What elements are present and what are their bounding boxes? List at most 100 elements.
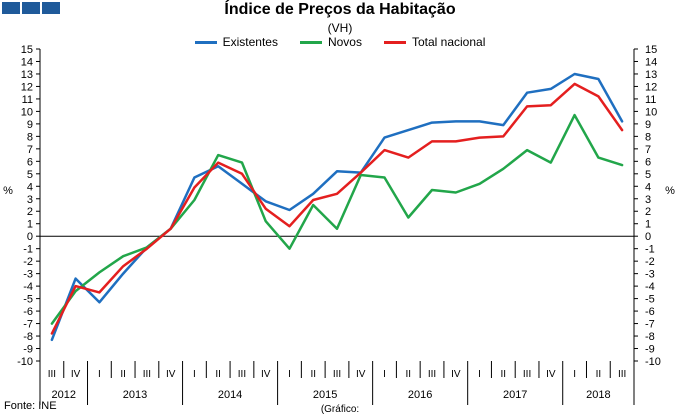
quarter-label: I (573, 369, 576, 380)
y-tick-label-right: 3 (645, 194, 651, 206)
quarter-label: III (333, 369, 341, 380)
y-tick-label-left: 4 (27, 181, 33, 193)
y-tick-label-right: 12 (645, 81, 657, 93)
y-tick-label-left: -10 (17, 356, 33, 368)
quarter-label: III (523, 369, 531, 380)
y-tick-label-left: 0 (27, 231, 33, 243)
quarter-label: II (596, 369, 602, 380)
year-label: 2015 (313, 389, 337, 401)
y-tick-label-right: -6 (645, 306, 655, 318)
year-label: 2018 (586, 389, 610, 401)
y-tick-label-right: -1 (645, 244, 655, 256)
y-tick-label-left: -2 (23, 256, 33, 268)
ine-logo (2, 2, 60, 14)
y-tick-label-left: 5 (27, 169, 33, 181)
source-note: Fonte: INE (4, 400, 57, 412)
y-tick-label-right: -4 (645, 281, 655, 293)
y-tick-label-right: 1 (645, 219, 651, 231)
logo-block (42, 2, 60, 14)
y-tick-label-right: 7 (645, 144, 651, 156)
quarter-label: I (193, 369, 196, 380)
legend-item-existentes: Existentes (194, 35, 278, 49)
y-tick-label-left: 14 (21, 56, 33, 68)
quarter-label: IV (356, 369, 366, 380)
y-axis-label-left: % (3, 185, 13, 197)
y-tick-label-right: 6 (645, 156, 651, 168)
legend-item-novos: Novos (299, 35, 362, 49)
y-tick-label-left: 2 (27, 206, 33, 218)
y-tick-label-right: 0 (645, 231, 651, 243)
y-tick-label-right: 15 (645, 44, 657, 56)
quarter-label: III (428, 369, 436, 380)
y-tick-label-right: -9 (645, 344, 655, 356)
y-tick-label-right: 10 (645, 106, 657, 118)
y-tick-label-left: -5 (23, 294, 33, 306)
quarter-label: I (383, 369, 386, 380)
logo-block (22, 2, 40, 14)
y-tick-label-left: 10 (21, 106, 33, 118)
y-tick-label-left: -3 (23, 269, 33, 281)
quarter-label: III (238, 369, 246, 380)
chart-caption: (Gráfico: (320, 404, 360, 415)
quarter-label: II (405, 369, 411, 380)
y-tick-label-left: 11 (22, 94, 33, 106)
y-tick-label-right: -8 (645, 331, 655, 343)
y-tick-label-left: 12 (21, 81, 33, 93)
quarter-label: I (288, 369, 291, 380)
chart-legend: Existentes Novos Total nacional (0, 35, 680, 49)
quarter-label: I (478, 369, 481, 380)
y-tick-label-left: -7 (23, 319, 33, 331)
chart-title: Índice de Preços da Habitação (224, 1, 456, 18)
y-tick-label-left: -8 (23, 331, 33, 343)
series-line-total-nacional (50, 82, 624, 335)
y-tick-label-right: 8 (645, 131, 651, 143)
quarter-label: IV (166, 369, 176, 380)
chart-subtitle: (VH) (327, 21, 353, 35)
y-tick-label-left: 13 (21, 69, 33, 81)
y-tick-label-left: 9 (27, 119, 33, 131)
y-tick-label-right: 13 (645, 69, 657, 81)
quarter-label: III (143, 369, 151, 380)
y-tick-label-right: -2 (645, 256, 655, 268)
y-tick-label-left: -9 (23, 344, 33, 356)
y-tick-label-left: 7 (27, 144, 33, 156)
y-tick-label-left: 3 (27, 194, 33, 206)
legend-label: Total nacional (411, 35, 486, 49)
legend-label: Existentes (222, 35, 278, 49)
y-tick-label-left: -6 (23, 306, 33, 318)
y-tick-label-right: 5 (645, 169, 651, 181)
quarter-label: II (501, 369, 507, 380)
y-axis-label-right: % (665, 185, 675, 197)
legend-swatch (194, 40, 217, 44)
y-tick-label-right: -5 (645, 294, 655, 306)
quarter-label: IV (451, 369, 461, 380)
y-tick-label-right: 14 (645, 56, 657, 68)
year-label: 2017 (503, 389, 527, 401)
y-tick-label-right: -7 (645, 319, 655, 331)
logo-block (2, 2, 20, 14)
quarter-label: IV (71, 369, 81, 380)
y-tick-label-left: 15 (21, 44, 33, 56)
year-label: 2012 (52, 389, 76, 401)
legend-item-total-nacional: Total nacional (383, 35, 486, 49)
legend-label: Novos (327, 35, 362, 49)
quarter-label: III (48, 369, 56, 380)
series-line-novos (50, 113, 624, 325)
y-tick-label-right: 9 (645, 119, 651, 131)
y-tick-label-right: -10 (645, 356, 661, 368)
legend-swatch (299, 40, 322, 44)
year-label: 2014 (218, 389, 242, 401)
quarter-label: II (120, 369, 126, 380)
y-tick-label-right: 2 (645, 206, 651, 218)
quarter-label: I (98, 369, 101, 380)
y-tick-label-left: 6 (27, 156, 33, 168)
y-tick-label-left: 1 (27, 219, 33, 231)
y-tick-label-left: -4 (23, 281, 33, 293)
legend-swatch (383, 40, 406, 44)
y-tick-label-left: -1 (23, 244, 33, 256)
y-tick-label-right: 4 (645, 181, 651, 193)
y-tick-label-left: 8 (27, 131, 33, 143)
quarter-label: III (618, 369, 626, 380)
series-line-existentes (50, 72, 624, 342)
